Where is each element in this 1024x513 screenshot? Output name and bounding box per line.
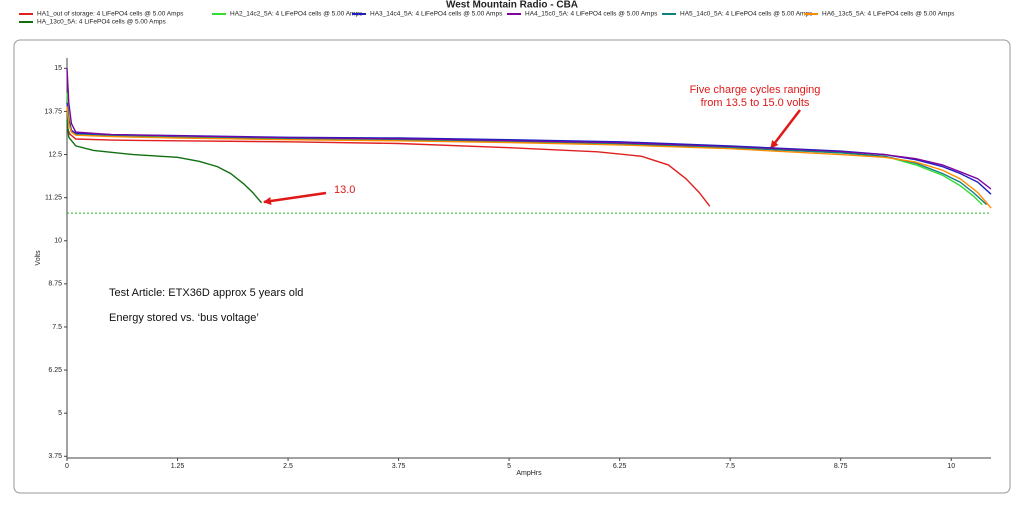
y-tick-label: 10 — [54, 238, 62, 245]
y-tick-label: 12.5 — [48, 151, 62, 158]
x-tick-label: 0 — [65, 463, 69, 470]
legend-label: HA6_13c5_5A: 4 LiFePO4 cells @ 5.00 Amps — [822, 11, 955, 18]
series-line — [66, 120, 263, 204]
y-tick-label: 11.25 — [45, 194, 62, 201]
legend-label: HA1_out of storage: 4 LiFePO4 cells @ 5.… — [37, 11, 184, 18]
x-tick-label: 3.75 — [392, 463, 406, 470]
x-axis-label: AmpHrs — [516, 470, 542, 477]
y-tick-label: 15 — [54, 65, 62, 72]
x-tick-label: 2.5 — [283, 463, 293, 470]
annotation-arrow — [263, 191, 327, 205]
y-tick-label: 6.25 — [48, 367, 62, 374]
chart-title: West Mountain Radio - CBA — [446, 0, 578, 11]
annotation: 13.0 — [334, 184, 355, 196]
x-tick-label: 7.5 — [725, 463, 735, 470]
y-tick-label: 3.75 — [48, 453, 62, 460]
x-tick-label: 10 — [947, 463, 955, 470]
x-tick-label: 5 — [507, 463, 511, 470]
y-tick-label: 13.75 — [44, 108, 62, 115]
annotation: Five charge cycles ranging — [690, 84, 821, 96]
y-axis-label: Volts — [35, 250, 42, 266]
y-tick-label: 5 — [58, 410, 62, 417]
legend-label: HA_13c0_5A: 4 LiFePO4 cells @ 5.00 Amps — [37, 19, 166, 26]
x-tick-label: 8.75 — [834, 463, 848, 470]
legend-label: HA5_14c0_5A: 4 LiFePO4 cells @ 5.00 Amps — [680, 11, 813, 18]
series-line — [66, 68, 992, 190]
annotation: from 13.5 to 15.0 volts — [701, 97, 810, 109]
legend-label: HA4_15c0_5A: 4 LiFePO4 cells @ 5.00 Amps — [525, 11, 658, 18]
x-tick-label: 1.25 — [171, 463, 185, 470]
annotation: Energy stored vs. ‘bus voltage’ — [109, 312, 259, 324]
y-tick-label: 7.5 — [52, 324, 62, 331]
series-line — [66, 106, 992, 209]
y-tick-label: 8.75 — [48, 281, 62, 288]
series-line — [66, 126, 711, 207]
annotation: Test Article: ETX36D approx 5 years old — [109, 287, 303, 299]
legend-label: HA2_14c2_5A: 4 LiFePO4 cells @ 5.00 Amps — [230, 11, 363, 18]
x-tick-label: 6.25 — [613, 463, 627, 470]
annotation-arrow — [770, 109, 801, 149]
series-line — [66, 102, 992, 195]
plot-frame — [13, 39, 1011, 494]
legend-label: HA3_14c4_5A: 4 LiFePO4 cells @ 5.00 Amps — [370, 11, 503, 18]
